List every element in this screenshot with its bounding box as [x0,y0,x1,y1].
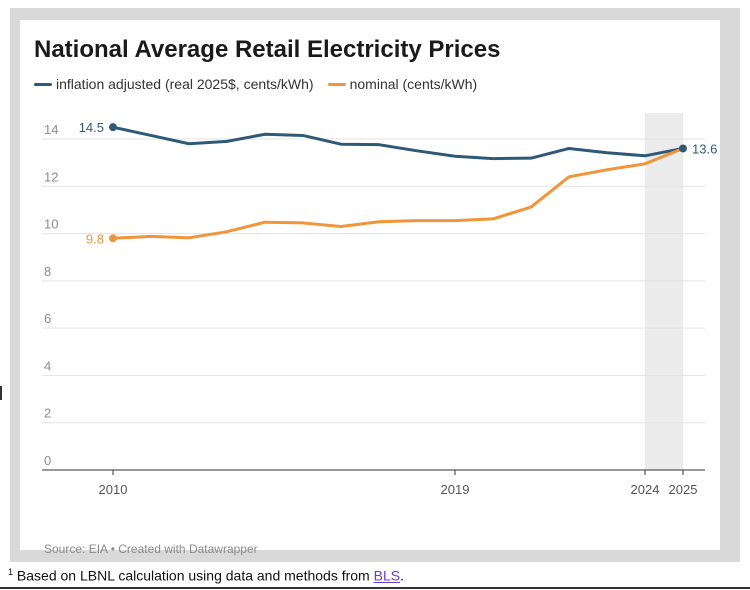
x-tick-label: 2019 [441,482,470,497]
data-point-marker [109,123,117,132]
line-chart: 0 2 4 6 8 10 12 14 2010 2019 2024 2025 14.5 9.8 13.6 [42,113,717,497]
footnote-marker: 1 [8,567,14,577]
y-tick-label: 8 [44,264,51,279]
y-tick-label: 6 [44,311,51,326]
chart-frame: National Average Retail Electricity Pric… [10,8,740,562]
source-credit: Source: EIA • Created with Datawrapper [44,542,258,556]
x-tick-label: 2010 [99,482,128,497]
x-tick-label: 2024 [631,482,660,497]
legend-label-real: inflation adjusted (real 2025$, cents/kW… [56,76,314,92]
chart-legend: inflation adjusted (real 2025$, cents/kW… [34,76,491,92]
x-tick-label: 2025 [669,482,698,497]
footnote: 1 Based on LBNL calculation using data a… [8,567,404,584]
legend-swatch-nominal [327,82,346,86]
margin-mark [0,386,2,400]
y-tick-label: 0 [44,453,51,468]
y-tick-label: 14 [44,122,58,137]
y-tick-label: 4 [44,358,51,373]
footnote-text: Based on LBNL calculation using data and… [16,567,374,584]
legend-swatch-real [34,82,52,86]
legend-label-nominal: nominal (cents/kWh) [349,76,478,92]
legend-item-real: inflation adjusted (real 2025$, cents/kW… [34,76,314,92]
highlight-band [645,113,683,470]
data-label: 9.8 [86,231,104,246]
y-tick-label: 10 [44,217,58,232]
series-line-inflation-adjusted [111,125,685,161]
series-line-nominal [111,146,685,240]
data-point-marker [679,144,687,153]
y-tick-label: 12 [44,169,58,184]
chart-card: National Average Retail Electricity Pric… [20,20,720,556]
bls-link[interactable]: BLS [373,567,401,584]
chart-title: National Average Retail Electricity Pric… [34,36,501,63]
footnote-end: . [400,567,404,584]
data-label: 14.5 [79,120,104,135]
bottom-rule [0,587,750,589]
data-label: 13.6 [692,141,717,156]
data-point-marker [109,234,117,243]
y-tick-label: 2 [44,406,51,421]
legend-item-nominal: nominal (cents/kWh) [327,76,478,92]
